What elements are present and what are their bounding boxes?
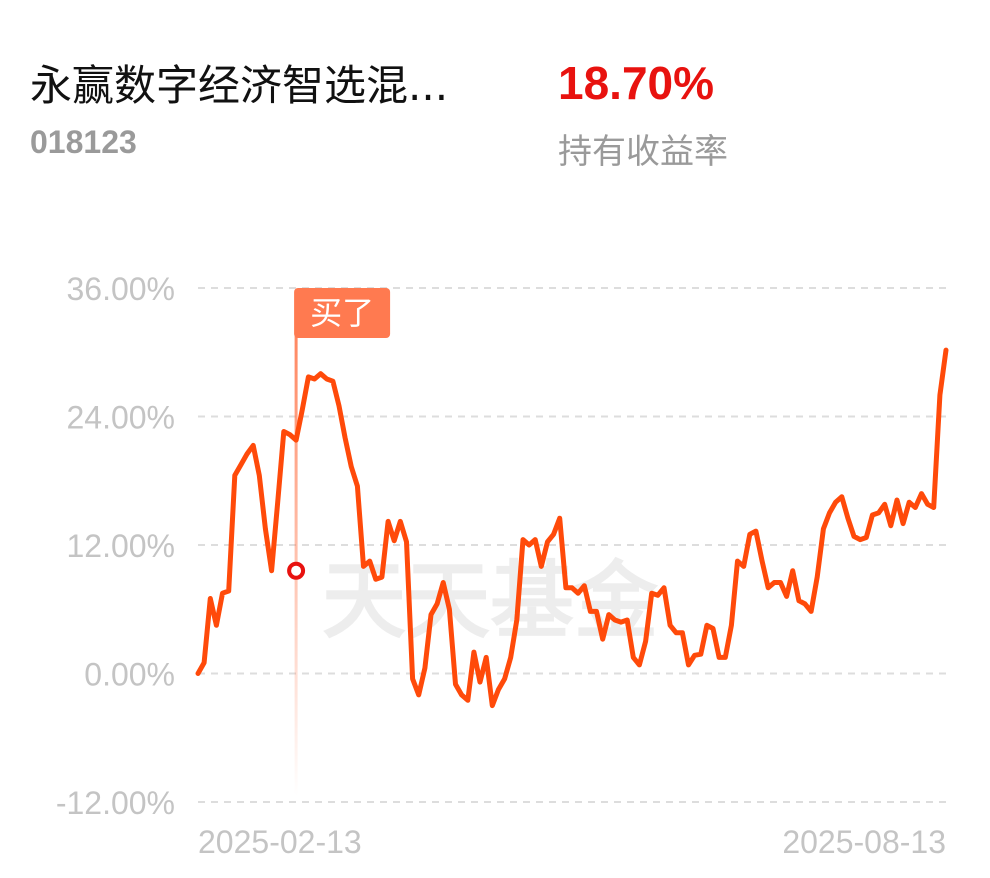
holding-return-value: 18.70% [558, 57, 715, 109]
y-tick-label: 36.00% [66, 271, 175, 307]
return-series-line [195, 347, 949, 709]
buy-marker-label-bg [294, 288, 391, 338]
holding-return-label: 持有收益率 [558, 132, 728, 172]
y-tick-label: 0.00% [84, 657, 175, 693]
y-tick-label: 24.00% [66, 400, 175, 436]
x-tick-label: 2025-02-13 [198, 824, 362, 860]
buy-marker-label: 买了 [310, 294, 374, 332]
fund-code: 018123 [30, 124, 137, 160]
y-tick-label: -12.00% [56, 785, 175, 821]
y-tick-label: 12.00% [66, 528, 175, 564]
x-tick-label: 2025-08-13 [782, 824, 946, 860]
buy-point [287, 561, 306, 580]
fund-name: 永赢数字经济智选混... [30, 61, 449, 110]
